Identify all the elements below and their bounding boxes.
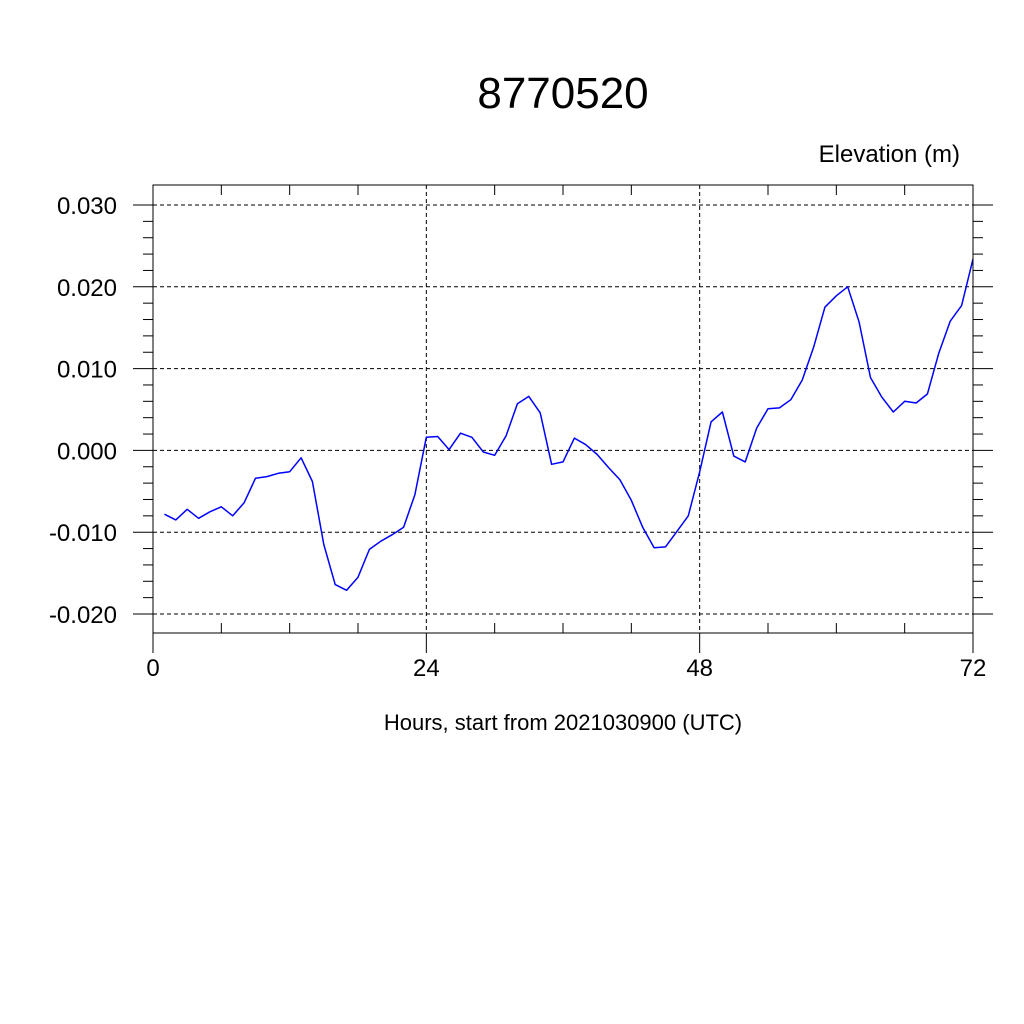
y-tick-label: 0.020 (57, 275, 117, 302)
y-axis-label: Elevation (m) (819, 141, 960, 168)
series-layer (164, 258, 974, 592)
chart-title: 8770520 (477, 69, 648, 118)
y-tick-label: -0.020 (49, 602, 117, 629)
y-tick-label: -0.010 (49, 520, 117, 547)
tick-labels: -0.020 -0.010 0.000 0.010 0.020 0.030 0 24 48 72 (49, 193, 986, 682)
x-tick-label: 72 (960, 655, 987, 682)
x-tick-label: 24 (413, 655, 440, 682)
x-axis-label: Hours, start from 2021030900 (UTC) (384, 710, 742, 735)
grid-lines (152, 185, 974, 633)
y-tick-label: 0.010 (57, 357, 117, 384)
y-tick-label: 0.000 (57, 438, 117, 465)
y-tick-label: 0.030 (57, 193, 117, 220)
series-line (164, 258, 974, 592)
axis-ticks (133, 185, 993, 653)
x-tick-label: 48 (686, 655, 713, 682)
x-tick-label: 0 (146, 655, 159, 682)
plot-frame (152, 184, 974, 634)
